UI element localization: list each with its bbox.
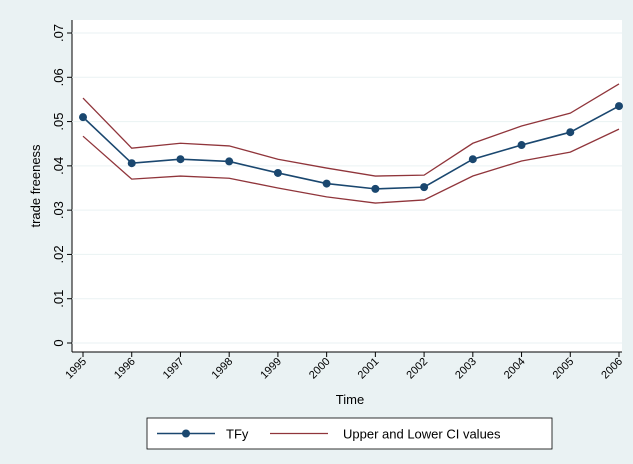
data-point: [468, 155, 477, 164]
data-point: [566, 128, 575, 137]
y-tick-label: 0: [51, 339, 66, 346]
y-tick-label: .07: [51, 24, 66, 42]
y-tick-label: .01: [51, 290, 66, 308]
data-point: [420, 183, 429, 192]
legend-marker: [182, 429, 190, 438]
data-point: [273, 168, 282, 177]
data-point: [371, 184, 380, 193]
y-tick-label: .06: [51, 68, 66, 86]
series-line: [82, 105, 620, 190]
data-point: [615, 102, 623, 111]
data-point: [225, 157, 234, 166]
data-point: [322, 179, 331, 188]
y-tick-label: .02: [51, 245, 66, 263]
ci-upper-line: [82, 83, 620, 177]
legend-label: TFy: [226, 427, 249, 442]
ci-lower-line: [82, 128, 620, 204]
y-tick-label: .04: [51, 157, 66, 175]
y-tick-label: .03: [51, 201, 66, 219]
data-point: [517, 141, 526, 150]
data-point: [176, 155, 185, 164]
data-point: [79, 113, 87, 122]
y-axis-title: trade freeness: [28, 144, 43, 228]
data-point: [127, 159, 136, 168]
legend-label: Upper and Lower CI values: [343, 427, 501, 442]
y-tick-label: .05: [51, 113, 66, 131]
x-axis-title: Time: [336, 392, 364, 407]
